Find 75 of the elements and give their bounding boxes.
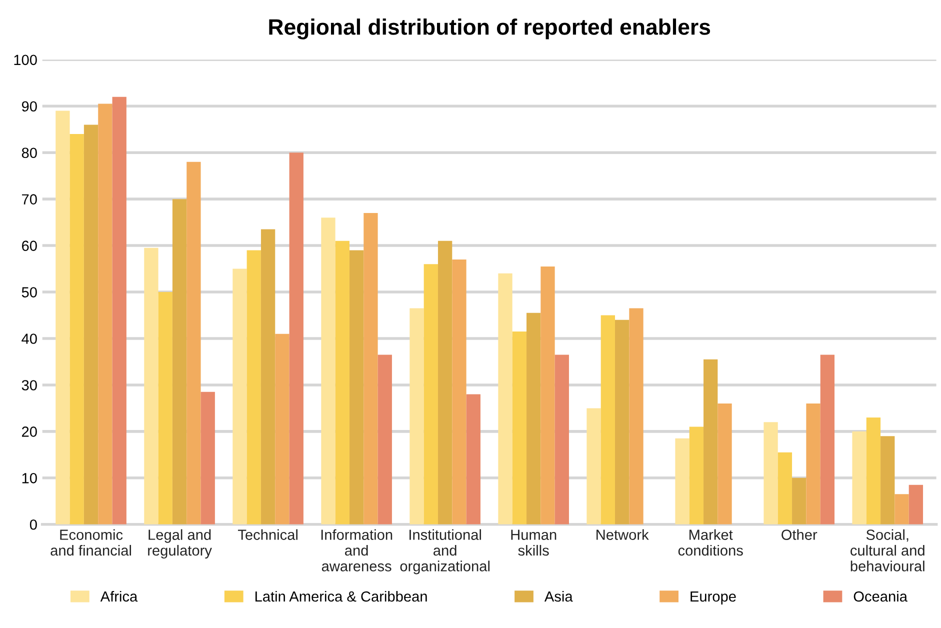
bar <box>792 478 806 524</box>
bar <box>321 218 336 524</box>
bar <box>526 312 541 524</box>
bar <box>70 134 84 524</box>
y-tick-label: 10 <box>22 473 37 484</box>
y-tick-label: 70 <box>22 194 37 205</box>
bar <box>820 354 835 524</box>
legend-label: Asia <box>544 590 573 602</box>
bar <box>778 452 792 524</box>
bar <box>144 248 158 524</box>
bar <box>378 354 392 524</box>
bar <box>894 494 909 524</box>
y-tick-label: 90 <box>22 101 37 112</box>
chart-title: Regional distribution of reported enablers <box>269 18 710 40</box>
bar <box>880 436 895 524</box>
bar <box>56 110 70 524</box>
x-tick-label: Network <box>596 529 649 540</box>
bar <box>498 273 512 524</box>
bar <box>675 438 690 524</box>
bar <box>112 96 126 524</box>
bar <box>289 152 304 524</box>
bar <box>275 334 290 524</box>
bar <box>84 124 98 524</box>
bar <box>438 240 452 524</box>
bar <box>806 404 820 524</box>
y-tick-label: 60 <box>22 240 37 251</box>
bar <box>540 266 555 524</box>
bar <box>764 422 778 524</box>
y-tick-label: 100 <box>14 54 37 66</box>
bar <box>158 292 172 524</box>
legend-label: Africa <box>100 590 138 602</box>
bar <box>908 484 924 524</box>
bar <box>200 392 215 524</box>
x-tick-label: Institutional and organizational <box>400 529 490 574</box>
bar <box>349 250 364 524</box>
y-tick-label: 50 <box>22 287 37 298</box>
bar <box>260 229 276 524</box>
bar <box>615 320 630 524</box>
bar <box>718 404 732 524</box>
y-tick-label: 40 <box>22 334 37 344</box>
legend-label: Oceania <box>854 590 908 602</box>
bar <box>586 408 601 524</box>
bar <box>364 213 378 524</box>
bar <box>452 259 466 524</box>
legend-label: Latin America & Caribbean <box>255 590 427 602</box>
x-tick-label: Human skills <box>511 530 556 556</box>
bar <box>554 354 569 524</box>
x-tick-label: Market conditions <box>678 529 743 556</box>
x-tick-label: Legal and regulatory <box>148 529 212 559</box>
y-tick-label: 0 <box>30 519 37 530</box>
bar <box>335 240 350 524</box>
bar <box>424 264 438 524</box>
bar <box>866 417 881 524</box>
x-tick-label: Technical <box>238 529 298 540</box>
bar <box>98 104 112 524</box>
bar <box>512 332 526 524</box>
bar <box>246 250 261 524</box>
bar <box>172 199 187 524</box>
bar <box>410 308 424 524</box>
bar <box>629 308 644 524</box>
y-tick-label: 20 <box>22 426 37 437</box>
bar <box>704 359 718 524</box>
x-tick-label: Information and awareness <box>321 529 392 572</box>
y-tick-label: 80 <box>22 148 37 158</box>
x-tick-label: Economic and financial <box>50 529 131 556</box>
y-tick-label: 30 <box>22 380 37 390</box>
x-tick-label: Other <box>782 529 818 540</box>
bar <box>232 268 247 524</box>
x-tick-label: Social, cultural and behavioural <box>850 529 924 572</box>
bar <box>600 315 616 524</box>
bar <box>852 431 866 524</box>
bar <box>466 394 480 524</box>
bar <box>186 162 201 524</box>
bar <box>689 426 704 524</box>
legend-label: Europe <box>690 591 736 605</box>
